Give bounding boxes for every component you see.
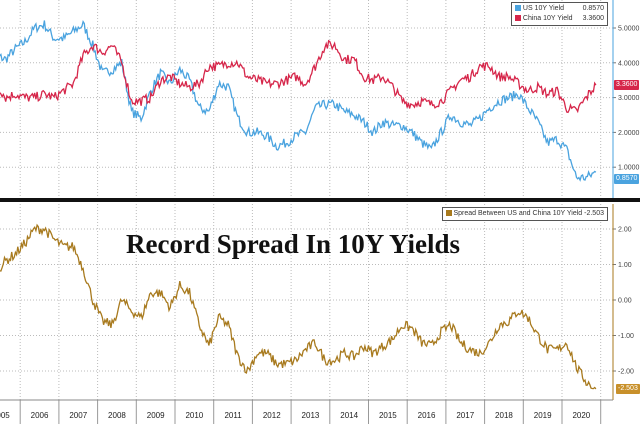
legend-swatch-spread (445, 210, 452, 216)
y-tick-label: 5.0000 (618, 26, 640, 33)
chart-title: Record Spread In 10Y Yields (126, 229, 461, 259)
x-tick-label: 2005 (0, 411, 10, 420)
legend-value-china: 3.3600 (582, 15, 604, 22)
legend-value-us: 0.8570 (582, 5, 604, 12)
x-tick-label: 2014 (340, 411, 358, 420)
x-tick-label: 2009 (147, 411, 165, 420)
y-tick-label: 2.0000 (618, 130, 640, 137)
y-tick-label: 1.0000 (618, 165, 640, 172)
x-tick-label: 2013 (302, 411, 320, 420)
y-tick-label: -1.00 (618, 333, 634, 340)
legend-value-spread: -2.503 (584, 210, 604, 217)
x-tick-label: 2008 (108, 411, 126, 420)
x-tick-label: 2015 (379, 411, 397, 420)
x-tick-label: 2019 (534, 411, 552, 420)
us-last-value-tag: 0.8570 (614, 174, 640, 184)
legend-china: China 10Y Yield 3.3600 (514, 14, 604, 24)
legend-swatch-us (514, 5, 521, 11)
legend-swatch-china (514, 15, 521, 21)
y-tick-label: 0.00 (618, 298, 632, 305)
series-line-china-10y-yield (0, 39, 597, 114)
legend-label-spread: Spread Between US and China 10Y Yield (453, 210, 583, 217)
series-line-us-10y-yield (0, 19, 597, 182)
x-tick-label: 2010 (185, 411, 203, 420)
x-tick-label: 2011 (224, 411, 242, 420)
y-tick-label: 1.00 (618, 262, 632, 269)
x-tick-label: 2016 (418, 411, 436, 420)
x-tick-label: 2007 (69, 411, 87, 420)
series-line-spread-between-us-and-china-10y-yield (0, 223, 597, 390)
y-tick-label: 3.0000 (618, 95, 640, 102)
panel-divider (0, 198, 640, 202)
y-tick-label: 4.0000 (618, 60, 640, 67)
x-tick-label: 2017 (456, 411, 474, 420)
y-tick-label: 2.00 (618, 227, 632, 234)
china-last-value-tag: 3.3600 (614, 80, 640, 90)
x-tick-label: 2012 (263, 411, 281, 420)
bottom-legend: Spread Between US and China 10Y Yield -2… (441, 207, 608, 221)
spread-last-value-tag: -2.503 (616, 384, 640, 394)
x-tick-label: 2018 (495, 411, 513, 420)
legend-label-china: China 10Y Yield (522, 15, 573, 22)
x-tick-label: 2020 (572, 411, 590, 420)
legend-label-us: US 10Y Yield (522, 5, 565, 12)
top-legend: US 10Y Yield 0.8570 China 10Y Yield 3.3600 (510, 2, 608, 26)
x-tick-label: 2006 (31, 411, 49, 420)
y-tick-label: -2.00 (618, 369, 634, 376)
legend-us: US 10Y Yield 0.8570 (514, 4, 604, 14)
